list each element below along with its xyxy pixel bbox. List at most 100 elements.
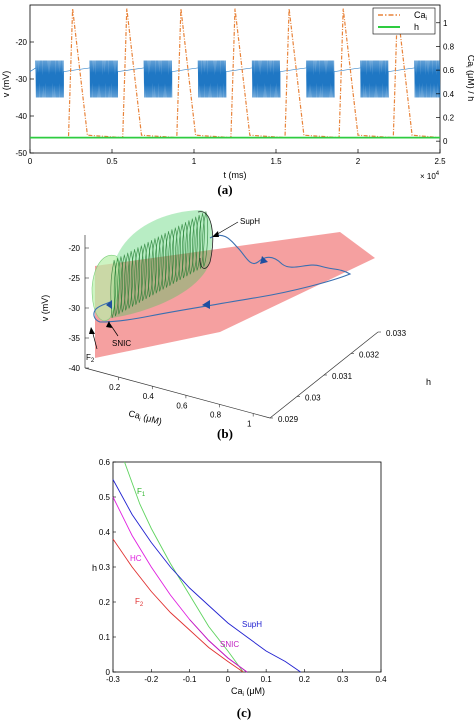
a-right-tick-label: 0.2 (443, 113, 455, 122)
panel-a-y-label-left: v (mV) (1, 71, 11, 98)
panel-c-bifurcation-curves (112, 461, 301, 673)
c-x-tick-label: -0.1 (183, 675, 197, 684)
panel-a-legend: Cai h (372, 7, 436, 35)
panel-a-y-label-right: Cai (μM) / h (464, 55, 474, 102)
a-x-tick-label: 2 (356, 157, 361, 166)
panel-a-caption: (a) (217, 182, 232, 197)
c-x-tick-label: 0 (226, 675, 231, 684)
a-right-tick-label: 0 (443, 137, 448, 146)
suph-cycle-edge (197, 211, 214, 269)
panel-b-caption: (b) (217, 426, 233, 441)
a-left-tick-label: -20 (15, 38, 27, 47)
c-x-tick-label: 0.2 (299, 675, 311, 684)
panel-a-x-label: t (ms) (224, 170, 247, 180)
a-right-tick-label: 0.8 (443, 42, 455, 51)
curve-label-snic: SNIC (220, 640, 239, 649)
c-y-tick-label: 0.5 (99, 493, 111, 502)
panel-c-x-axis-ticks: -0.3 -0.2 -0.1 0 0.1 0.2 0.3 0.4 (106, 669, 387, 684)
a-right-tick-label: 0.6 (443, 66, 455, 75)
b-z-tick-label: -20 (68, 244, 80, 253)
b-z-tick-label: -35 (68, 334, 80, 343)
panel-b-x-axis-ticks: 0.2 0.4 0.6 0.8 1 (109, 377, 254, 428)
b-y-tick-label: 0.03 (305, 394, 321, 403)
a-x-tick-label: 0.5 (106, 157, 118, 166)
panel-b-trajectory-arrow-3 (106, 300, 112, 309)
curve-label-suph: SupH (242, 620, 262, 629)
b-y-tick-label: 0.029 (278, 415, 299, 424)
svg-text:F2: F2 (86, 353, 95, 364)
panel-b-annotation-snic: SNIC (106, 321, 131, 348)
panel-b-trajectory-arrow-1 (260, 256, 268, 264)
panel-b-annotation-f2: F2 (86, 327, 98, 364)
panel-b-trajectory (93, 234, 352, 323)
a-right-tick-label: 0.4 (443, 90, 455, 99)
a-right-tick-label: 1 (443, 19, 448, 28)
panel-b-limit-cycle-cylinder (91, 210, 214, 321)
panel-a: -20 -30 -40 -50 1 0.8 0.6 0.4 0.2 0 0 0.5 1 1.5 2 2.5… (1, 4, 474, 197)
a-x-tick-label: 1.5 (270, 157, 282, 166)
svg-text:SupH: SupH (240, 217, 260, 226)
a-left-tick-label: -40 (15, 112, 27, 121)
legend-h-label: h (414, 22, 419, 32)
panel-a-x-axis-ticks: 0 0.5 1 1.5 2 2.5 (28, 149, 446, 166)
a-x-tick-label: 0 (28, 157, 33, 166)
c-y-tick-label: 0.3 (99, 563, 111, 572)
panel-a-traces (29, 8, 441, 139)
b-x-tick-label: 0.8 (210, 410, 222, 419)
c-y-tick-label: 0.6 (99, 458, 111, 467)
a-x-tick-label: 2.5 (434, 157, 446, 166)
b-z-tick-label: -25 (68, 274, 80, 283)
b-y-tick-label: 0.031 (332, 372, 353, 381)
panel-b-y-label: h (426, 377, 431, 387)
c-x-tick-label: 0.3 (337, 675, 349, 684)
c-x-tick-label: 0.1 (261, 675, 273, 684)
a-x-tick-label: 1 (192, 157, 197, 166)
curve-label-f2: F2 (135, 597, 144, 608)
curve-snic (189, 619, 248, 673)
b-x-tick-label: 0.2 (109, 383, 121, 392)
panel-a-left-axis-ticks: -20 -30 -40 -50 (15, 38, 34, 158)
curve-f1 (124, 461, 244, 673)
c-y-tick-label: 0.4 (99, 528, 111, 537)
c-y-tick-label: 0.2 (99, 598, 111, 607)
panel-b-trajectory-arrow-2 (202, 300, 210, 309)
curve-suph (112, 479, 301, 673)
b-x-tick-label: 1 (247, 419, 252, 428)
b-z-tick-label: -30 (68, 304, 80, 313)
b-z-tick-label: -40 (68, 364, 80, 373)
panel-b-y-axis-ticks: 0.029 0.03 0.031 0.032 0.033 (270, 329, 407, 424)
b-y-tick-label: 0.032 (359, 351, 380, 360)
panel-c-caption: (c) (237, 705, 251, 720)
panel-c-y-label: h (92, 563, 97, 573)
calcium-trace (29, 8, 441, 139)
panel-b-z-axis-ticks: -20 -25 -30 -35 -40 (68, 244, 89, 373)
curve-f2 (112, 538, 244, 673)
panel-b-annotation-suph: SupH (212, 217, 260, 237)
cylinder-oscillation (202, 211, 209, 267)
c-x-tick-label: -0.3 (106, 675, 120, 684)
panel-b: SupH SNIC F2 -20-25-30-35-40 0.20.40.60.… (40, 210, 431, 441)
c-y-tick-label: 0 (106, 668, 111, 677)
panel-a-right-axis-ticks: 1 0.8 0.6 0.4 0.2 0 (436, 19, 455, 146)
panel-c-plot-area (112, 461, 382, 673)
panel-c: -0.3 -0.2 -0.1 0 0.1 0.2 0.3 0.4 00.10.20.30.40… (92, 458, 387, 720)
curve-label-f1: F1 (137, 487, 146, 498)
panel-b-z-label: v (mV) (40, 295, 50, 322)
b-y-tick-label: 0.033 (386, 329, 407, 338)
panel-c-x-label: Cai (μM) (231, 686, 265, 698)
panel-b-x-label: Cai (μM) (127, 408, 163, 428)
panel-a-x-multiplier: × 104 (420, 171, 440, 181)
c-x-tick-label: 0.4 (375, 675, 387, 684)
b-x-tick-label: 0.6 (176, 401, 188, 410)
a-left-tick-label: -30 (15, 75, 27, 84)
svg-text:SNIC: SNIC (112, 339, 131, 348)
legend-ca-label: Cai (414, 10, 427, 22)
a-left-tick-label: -50 (15, 149, 27, 158)
c-x-tick-label: -0.2 (144, 675, 158, 684)
c-y-tick-label: 0.1 (99, 633, 111, 642)
panel-c-y-axis-ticks: 0 0.1 0.2 0.3 0.4 0.5 0.6 (99, 458, 116, 677)
curve-label-hc: HC (130, 554, 142, 563)
b-x-tick-label: 0.4 (143, 392, 155, 401)
voltage-trace (29, 60, 441, 98)
